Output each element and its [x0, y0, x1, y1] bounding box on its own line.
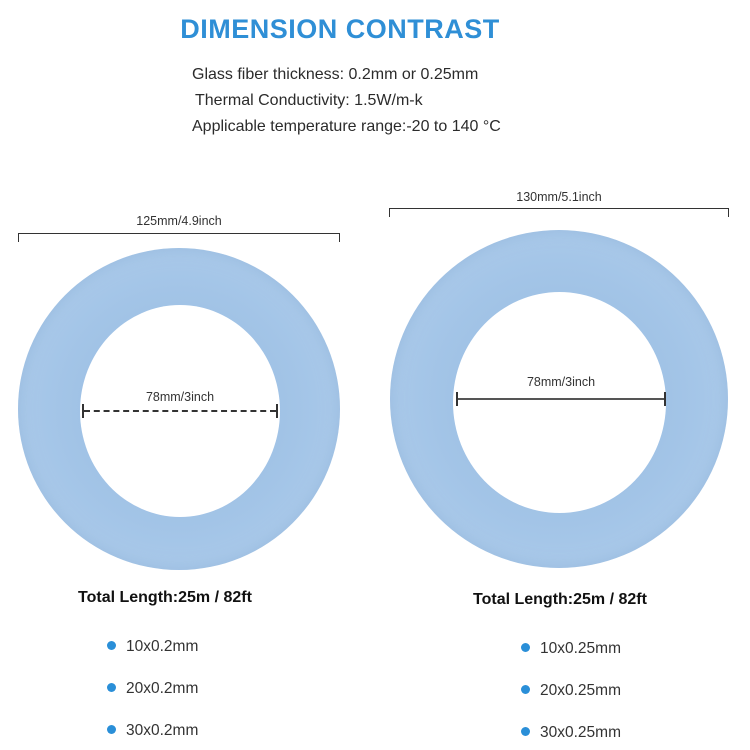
roll-left-inner-dimension-label: 78mm/3inch [145, 390, 215, 404]
spec-thermal-conductivity: Thermal Conductivity: 1.5W/m-k [195, 92, 423, 109]
bullet-dot-icon [107, 683, 116, 692]
roll-right-inner-dimension-label: 78mm/3inch [526, 375, 596, 389]
roll-right-inner-dimension-line [458, 398, 664, 400]
roll-left-inner-cap-left [82, 404, 84, 418]
roll-left-option-3: 30x0.2mm [107, 722, 198, 740]
bullet-dot-icon [521, 685, 530, 694]
bullet-dot-icon [107, 641, 116, 650]
page-title: DIMENSION CONTRAST [180, 14, 500, 44]
roll-right-outer-dimension-bracket [389, 208, 729, 217]
roll-right-outer-dimension-label: 130mm/5.1inch [516, 190, 602, 204]
spec-list: Glass fiber thickness: 0.2mm or 0.25mm T… [192, 62, 501, 140]
roll-right-total-length: Total Length:25m / 82ft [473, 591, 647, 608]
roll-right-option-2: 20x0.25mm [521, 682, 621, 700]
roll-right-option-1: 10x0.25mm [521, 640, 621, 658]
roll-right-inner-cap-left [456, 392, 458, 406]
roll-left-option-2: 20x0.2mm [107, 680, 198, 698]
bullet-dot-icon [521, 727, 530, 736]
tape-roll-right-core [453, 292, 666, 513]
roll-left-inner-dimension-line [84, 410, 276, 412]
roll-left-option-1: 10x0.2mm [107, 638, 198, 656]
bullet-dot-icon [107, 725, 116, 734]
roll-left-outer-dimension-bracket [18, 233, 340, 242]
roll-left-inner-cap-right [276, 404, 278, 418]
spec-temperature-range: Applicable temperature range:-20 to 140 … [192, 118, 501, 135]
roll-right-option-3: 30x0.25mm [521, 724, 621, 742]
roll-left-total-length: Total Length:25m / 82ft [78, 589, 252, 606]
roll-right-inner-cap-right [664, 392, 666, 406]
roll-left-outer-dimension-label: 125mm/4.9inch [136, 214, 222, 228]
bullet-dot-icon [521, 643, 530, 652]
spec-glass-fiber-thickness: Glass fiber thickness: 0.2mm or 0.25mm [192, 66, 479, 83]
